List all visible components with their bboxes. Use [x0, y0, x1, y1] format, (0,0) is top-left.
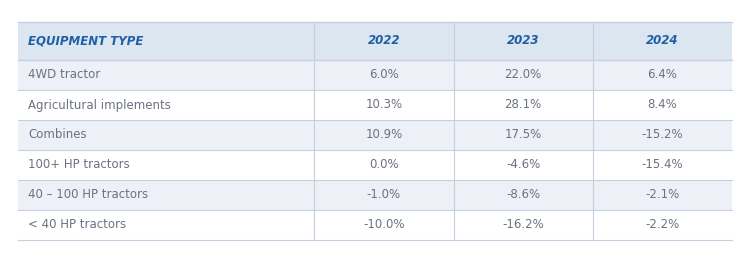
Bar	[18, 120, 732, 150]
Text: -16.2%: -16.2%	[503, 219, 544, 231]
Text: 2024: 2024	[646, 35, 679, 48]
Text: 2023: 2023	[507, 35, 539, 48]
Text: Combines: Combines	[28, 129, 86, 142]
Text: -10.0%: -10.0%	[363, 219, 405, 231]
Text: 0.0%: 0.0%	[369, 158, 399, 172]
Text: 100+ HP tractors: 100+ HP tractors	[28, 158, 130, 172]
Text: -15.2%: -15.2%	[641, 129, 683, 142]
Text: 6.4%: 6.4%	[647, 69, 677, 81]
Text: 40 – 100 HP tractors: 40 – 100 HP tractors	[28, 188, 148, 201]
Text: 2022: 2022	[368, 35, 400, 48]
Text: Agricultural implements: Agricultural implements	[28, 99, 171, 112]
Text: 6.0%: 6.0%	[369, 69, 399, 81]
Text: 28.1%: 28.1%	[505, 99, 542, 112]
Text: 10.3%: 10.3%	[365, 99, 403, 112]
Text: EQUIPMENT TYPE: EQUIPMENT TYPE	[28, 35, 143, 48]
Bar	[18, 90, 732, 120]
Text: 22.0%: 22.0%	[505, 69, 542, 81]
Text: -4.6%: -4.6%	[506, 158, 540, 172]
Text: -2.2%: -2.2%	[645, 219, 680, 231]
Bar	[18, 210, 732, 240]
Bar	[18, 180, 732, 210]
Text: 8.4%: 8.4%	[647, 99, 677, 112]
Bar	[18, 150, 732, 180]
Text: -1.0%: -1.0%	[367, 188, 401, 201]
Text: 17.5%: 17.5%	[505, 129, 542, 142]
Bar	[18, 22, 732, 60]
Text: 10.9%: 10.9%	[365, 129, 403, 142]
Text: -8.6%: -8.6%	[506, 188, 540, 201]
Text: -2.1%: -2.1%	[645, 188, 680, 201]
Text: -15.4%: -15.4%	[641, 158, 683, 172]
Text: 4WD tractor: 4WD tractor	[28, 69, 100, 81]
Bar	[18, 60, 732, 90]
Text: < 40 HP tractors: < 40 HP tractors	[28, 219, 126, 231]
